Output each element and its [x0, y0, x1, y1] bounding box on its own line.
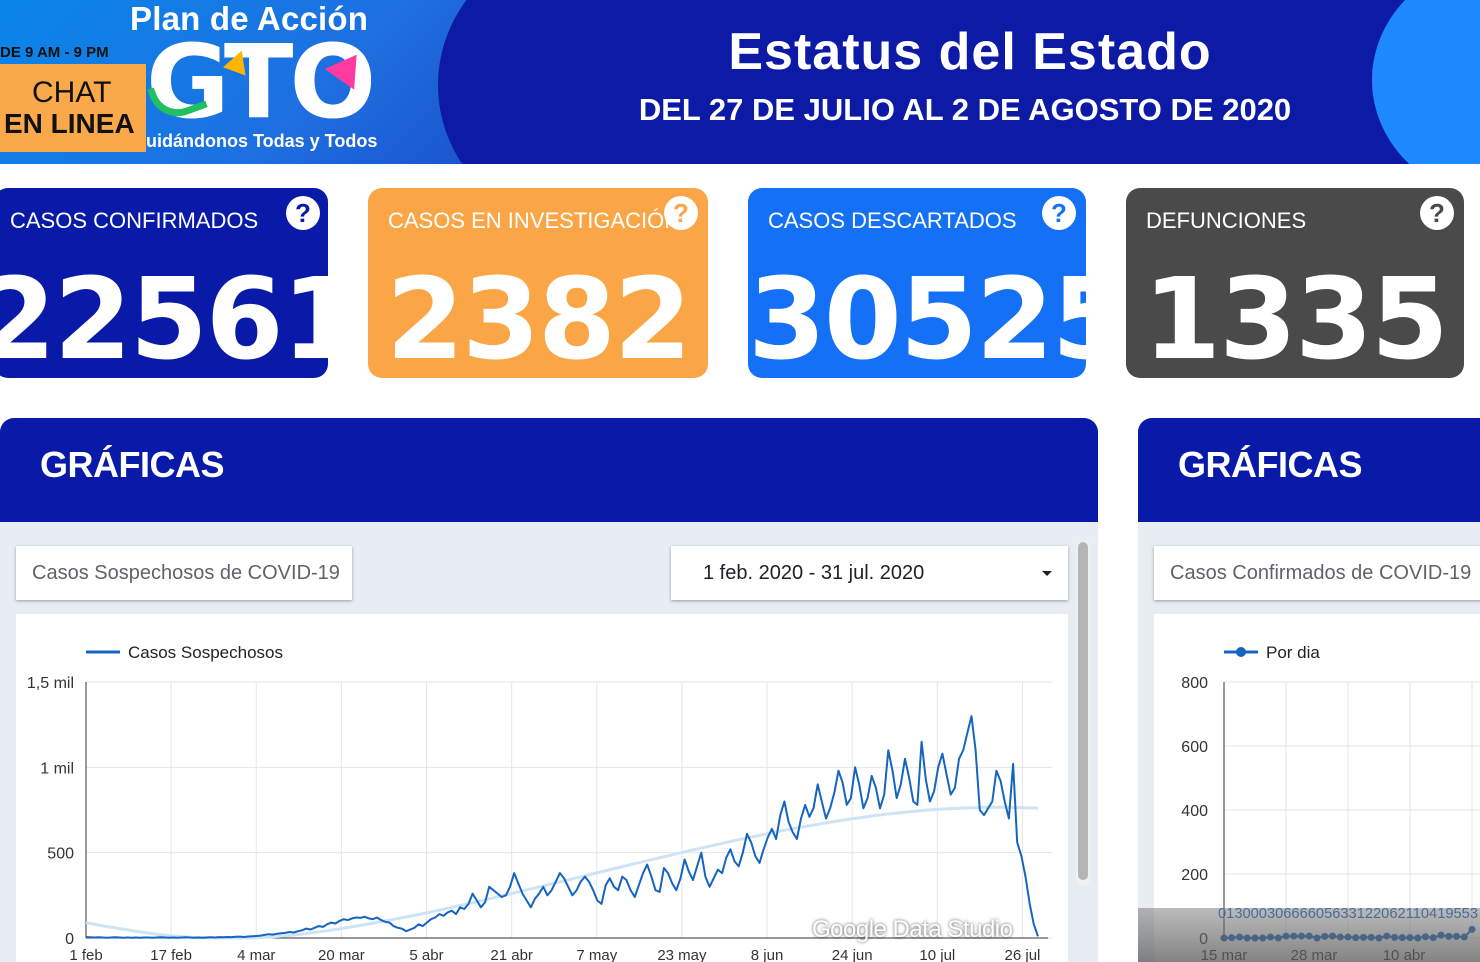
confirmed-cases-chart: 15 mar28 mar10 abr0200400600800Por dia01…: [1154, 614, 1480, 962]
help-icon[interactable]: ?: [664, 196, 698, 230]
stat-value: 1335: [1143, 255, 1449, 378]
x-tick-label: 1 feb: [69, 947, 102, 962]
video-overlay: [1138, 908, 1480, 962]
y-tick-label: 1,5 mil: [27, 675, 74, 692]
stat-label: DEFUNCIONES: [1146, 208, 1307, 233]
x-tick-label: 24 jun: [832, 947, 873, 962]
suspected-cases-chart-svg: 1 feb 17 feb 4 mar 20 mar 5 abr 21 abr 7 may 23…: [27, 643, 1052, 962]
help-icon[interactable]: ?: [1420, 196, 1454, 230]
y-tick-label: 500: [47, 846, 74, 863]
x-tick-label: 20 mar: [318, 947, 365, 962]
stat-card-confirmed: CASOS CONFIRMADOS ? 22561: [0, 188, 328, 378]
date-range-picker[interactable]: 1 feb. 2020 - 31 jul. 2020: [671, 546, 1068, 600]
x-tick-label: 4 mar: [237, 947, 275, 962]
stat-label: CASOS DESCARTADOS: [768, 208, 1017, 233]
stat-card-deaths: DEFUNCIONES ? 1335: [1126, 188, 1464, 378]
legend-label: Por dia: [1266, 643, 1320, 662]
chat-online-button[interactable]: CHAT EN LINEA: [0, 64, 146, 152]
series-line-suspected: [85, 715, 1039, 939]
chat-hours: DE 9 AM - 9 PM: [0, 44, 109, 61]
x-tick-label: 21 abr: [490, 947, 533, 962]
y-tick-label: 0: [65, 931, 74, 948]
stat-value: 22561: [0, 255, 328, 378]
caret-down-icon: [1042, 571, 1052, 576]
dashboard-header: Plan de Acción GTO uidándonos Todas y To…: [0, 0, 1480, 164]
stat-value: 2382: [386, 255, 692, 378]
x-tick-label: 10 jul: [919, 947, 955, 962]
stat-label: CASOS EN INVESTIGACIÓN: [388, 208, 681, 233]
x-tick-label: 7 may: [576, 947, 617, 962]
date-range-subtitle: DEL 27 DE JULIO AL 2 DE AGOSTO DE 2020: [638, 92, 1292, 127]
stat-card-investigation: CASOS EN INVESTIGACIÓN ? 2382: [368, 188, 708, 378]
x-tick-label: 17 feb: [150, 947, 192, 962]
stat-label: CASOS CONFIRMADOS: [10, 208, 259, 233]
logo-tagline: uidándonos Todas y Todos: [146, 131, 378, 151]
charts-panel-header: GRÁFICAS: [0, 418, 1098, 522]
stat-card-discarded: CASOS DESCARTADOS ? 30525: [748, 188, 1086, 378]
scrollbar-thumb[interactable]: [1078, 542, 1088, 880]
page-title: Estatus del Estado: [728, 23, 1212, 81]
y-tick-label: 600: [1181, 739, 1208, 756]
x-tick-label: 23 may: [657, 947, 707, 962]
charts-panel-header-right: GRÁFICAS: [1138, 418, 1480, 522]
data-studio-watermark: Google Data Studio: [812, 916, 1013, 943]
gto-logo: GTO: [146, 23, 376, 142]
panel-scrollbar[interactable]: [1076, 540, 1090, 886]
metric-selector[interactable]: Casos Sospechosos de COVID-19: [16, 546, 352, 600]
legend-label: Casos Sospechosos: [128, 643, 283, 662]
x-tick-label: 5 abr: [409, 947, 443, 962]
trend-line: [85, 805, 1039, 940]
suspected-cases-chart: 1 feb 17 feb 4 mar 20 mar 5 abr 21 abr 7 may 23…: [16, 614, 1068, 962]
y-tick-label: 200: [1181, 867, 1208, 884]
y-tick-label: 800: [1181, 675, 1208, 692]
y-tick-label: 400: [1181, 803, 1208, 820]
plan-title: Plan de Acción: [130, 0, 369, 37]
chat-sublabel: EN LINEA: [4, 108, 135, 139]
date-range-value: 1 feb. 2020 - 31 jul. 2020: [703, 562, 925, 584]
x-tick-label: 26 jul: [1005, 947, 1041, 962]
chat-label: CHAT: [32, 76, 112, 109]
legend-marker: [1236, 647, 1246, 657]
x-tick-label: 8 jun: [751, 947, 784, 962]
help-icon[interactable]: ?: [1042, 196, 1076, 230]
header-band: [560, 0, 1480, 164]
panel-title: GRÁFICAS: [1178, 444, 1363, 485]
y-tick-label: 1 mil: [40, 760, 74, 777]
panel-title: GRÁFICAS: [40, 444, 225, 485]
metric-selector-right[interactable]: Casos Confirmados de COVID-19: [1154, 546, 1480, 600]
stat-value: 30525: [748, 255, 1086, 378]
help-icon[interactable]: ?: [286, 196, 320, 230]
header-decor-circle: [1372, 0, 1480, 164]
